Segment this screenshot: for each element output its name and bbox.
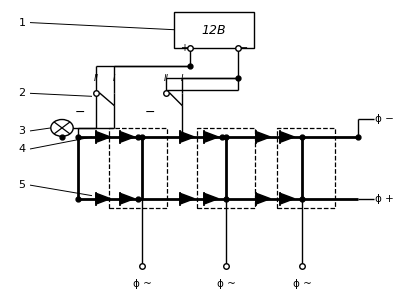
Polygon shape <box>256 132 270 142</box>
Text: Ι: Ι <box>113 74 115 83</box>
Bar <box>174 12 254 48</box>
Text: −: − <box>75 106 85 119</box>
Bar <box>109 128 167 208</box>
Text: 1: 1 <box>18 17 26 28</box>
Text: ϕ ~: ϕ ~ <box>292 279 312 290</box>
Text: Ι: Ι <box>181 74 183 83</box>
Circle shape <box>51 119 73 136</box>
Polygon shape <box>120 132 134 142</box>
Text: ϕ +: ϕ + <box>375 194 394 204</box>
Polygon shape <box>204 132 218 142</box>
Polygon shape <box>280 132 294 142</box>
Polygon shape <box>256 193 270 204</box>
Text: 2: 2 <box>18 88 26 98</box>
Text: ϕ −: ϕ − <box>375 114 394 124</box>
Text: ϕ ~: ϕ ~ <box>132 279 152 290</box>
Polygon shape <box>204 193 218 204</box>
Polygon shape <box>280 193 294 204</box>
Text: −: − <box>145 106 155 119</box>
Polygon shape <box>180 132 194 142</box>
Polygon shape <box>96 132 110 142</box>
Polygon shape <box>180 193 194 204</box>
Text: −: − <box>240 43 248 53</box>
Polygon shape <box>96 193 110 204</box>
Bar <box>197 128 255 208</box>
Polygon shape <box>120 193 134 204</box>
Text: ΙΙ: ΙΙ <box>164 74 168 83</box>
Text: 3: 3 <box>18 126 26 136</box>
Text: ΙΙ: ΙΙ <box>94 74 98 83</box>
Bar <box>277 128 335 208</box>
Text: 12B: 12B <box>202 23 226 37</box>
Text: 5: 5 <box>18 180 26 190</box>
Text: 4: 4 <box>18 144 26 154</box>
Text: ϕ ~: ϕ ~ <box>216 279 236 290</box>
Text: +: + <box>180 43 188 53</box>
